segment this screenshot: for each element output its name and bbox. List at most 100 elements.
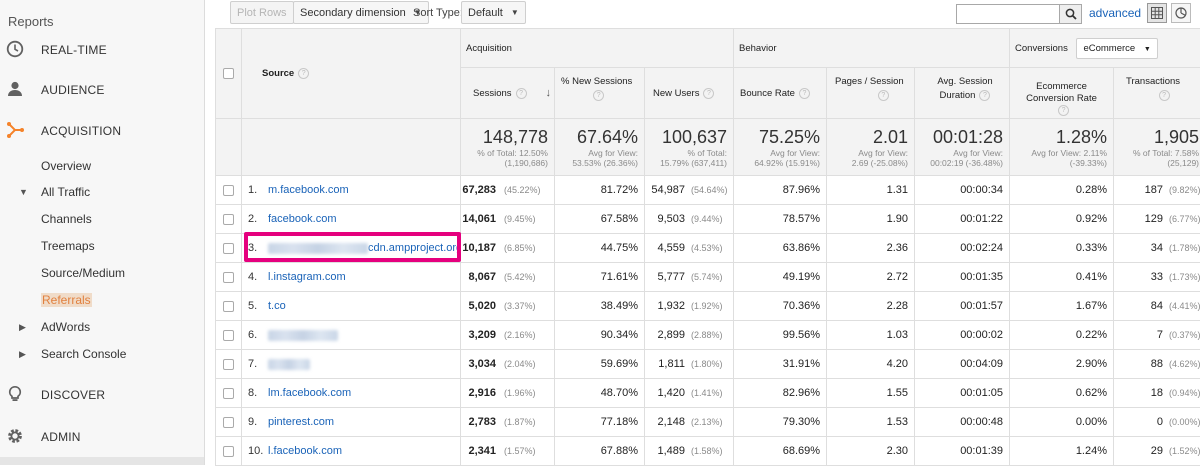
help-icon[interactable]: ? (979, 90, 990, 101)
ecommerce-rate-header[interactable]: Ecommerce Conversion Rate? (1010, 68, 1114, 119)
plot-rows-button[interactable]: Plot Rows (230, 1, 294, 24)
source-link[interactable]: m.facebook.com (268, 184, 349, 196)
new-users-value: 2,899 (657, 329, 685, 341)
row-checkbox[interactable] (223, 301, 234, 312)
nav-treemaps[interactable]: Treemaps (41, 239, 95, 253)
row-checkbox[interactable] (223, 388, 234, 399)
row-check-cell (216, 379, 242, 408)
nav-all-traffic[interactable]: All Traffic (41, 185, 90, 199)
table-view-button[interactable] (1147, 3, 1167, 23)
nav-acquisition[interactable]: ACQUISITION (0, 119, 204, 143)
row-index: 4. (248, 271, 268, 283)
new-users-header[interactable]: New Users? (645, 68, 734, 119)
source-link[interactable]: lm.facebook.com (268, 387, 351, 399)
caret-down-icon[interactable]: ▼ (19, 187, 28, 197)
table-row[interactable]: 7.3,034(2.04%)59.69%1,811(1.80%)31.91%4.… (216, 350, 1200, 379)
sort-type-dropdown[interactable]: Default ▼ (461, 1, 526, 24)
sessions-value: 3,034 (468, 358, 496, 370)
source-header[interactable]: Source? (242, 29, 461, 119)
row-check-cell (216, 263, 242, 292)
nav-admin[interactable]: ADMIN (0, 425, 204, 449)
new-users-cell: 5,777(5.74%) (645, 263, 734, 292)
source-link[interactable]: facebook.com (268, 213, 336, 225)
new-users-value: 4,559 (657, 242, 685, 254)
redacted-source (268, 359, 310, 370)
help-icon[interactable]: ? (516, 88, 527, 99)
sessions-cell: 2,783(1.87%) (461, 408, 555, 437)
nav-referrals[interactable]: Referrals (41, 293, 92, 307)
bounce-rate-header[interactable]: Bounce Rate? (734, 68, 827, 119)
row-checkbox[interactable] (223, 243, 234, 254)
help-icon[interactable]: ? (878, 90, 889, 101)
transactions-header[interactable]: Transactions? (1114, 68, 1200, 119)
search-input[interactable] (956, 4, 1060, 24)
row-checkbox[interactable] (223, 330, 234, 341)
row-checkbox[interactable] (223, 446, 234, 457)
nav-search-console[interactable]: Search Console (41, 347, 126, 361)
new-users-value: 54,987 (651, 184, 685, 196)
totals-source-cell (242, 119, 461, 176)
totals-check-cell (216, 119, 242, 176)
nav-audience-label: AUDIENCE (41, 83, 105, 97)
help-icon[interactable]: ? (703, 88, 714, 99)
row-checkbox[interactable] (223, 214, 234, 225)
source-link[interactable]: t.co (268, 300, 286, 312)
conversions-group-header: Conversions eCommerce ▼ (1010, 29, 1200, 68)
new-sessions-cell: 67.88% (555, 437, 645, 466)
nav-real-time[interactable]: REAL-TIME (0, 38, 204, 62)
row-checkbox[interactable] (223, 185, 234, 196)
pages-cell: 2.36 (827, 234, 915, 263)
nav-channels[interactable]: Channels (41, 212, 92, 226)
new-sessions-cell: 77.18% (555, 408, 645, 437)
nav-adwords[interactable]: AdWords (41, 320, 90, 334)
pages-cell: 2.28 (827, 292, 915, 321)
nav-discover[interactable]: DISCOVER (0, 383, 204, 407)
row-checkbox[interactable] (223, 272, 234, 283)
source-link[interactable]: pinterest.com (268, 416, 334, 428)
select-all-checkbox[interactable] (223, 68, 234, 79)
secondary-dimension-dropdown[interactable]: Secondary dimension ▼ (293, 1, 429, 24)
source-link[interactable]: cdn.ampproject.org (368, 242, 461, 254)
new-sessions-header[interactable]: % New Sessions? (555, 68, 645, 119)
help-icon[interactable]: ? (593, 90, 604, 101)
search-button[interactable] (1060, 4, 1082, 24)
caret-right-icon[interactable]: ▶ (19, 349, 26, 360)
acquisition-group-header: Acquisition (461, 29, 734, 68)
source-link[interactable]: l.instagram.com (268, 271, 346, 283)
help-icon[interactable]: ? (1058, 105, 1069, 116)
search-icon (1065, 8, 1077, 20)
help-icon[interactable]: ? (799, 88, 810, 99)
source-cell: 2.facebook.com (242, 205, 461, 234)
source-link[interactable]: l.facebook.com (268, 445, 342, 457)
new-users-value: 5,777 (657, 271, 685, 283)
row-checkbox[interactable] (223, 417, 234, 428)
nav-source-medium[interactable]: Source/Medium (41, 266, 125, 280)
row-checkbox[interactable] (223, 359, 234, 370)
pages-session-header[interactable]: Pages / Session? (827, 68, 915, 119)
avg-duration-header[interactable]: Avg. Session Duration? (915, 68, 1010, 119)
sessions-value: 2,783 (468, 416, 496, 428)
bounce-cell: 78.57% (734, 205, 827, 234)
new-users-value: 9,503 (657, 213, 685, 225)
conversions-dropdown[interactable]: eCommerce ▼ (1076, 38, 1157, 59)
table-row[interactable]: 6.3,209(2.16%)90.34%2,899(2.88%)99.56%1.… (216, 321, 1200, 350)
caret-right-icon[interactable]: ▶ (19, 322, 26, 333)
nav-overview[interactable]: Overview (41, 159, 91, 173)
new-users-pct: (9.44%) (691, 214, 727, 224)
row-check-cell (216, 321, 242, 350)
advanced-link[interactable]: advanced (1089, 6, 1141, 20)
sessions-header[interactable]: Sessions?↓ (461, 68, 555, 119)
pie-view-button[interactable] (1171, 3, 1191, 23)
nav-audience[interactable]: AUDIENCE (0, 78, 204, 102)
transactions-value: 0 (1157, 416, 1163, 428)
help-icon[interactable]: ? (1159, 90, 1170, 101)
help-icon[interactable]: ? (298, 68, 309, 79)
